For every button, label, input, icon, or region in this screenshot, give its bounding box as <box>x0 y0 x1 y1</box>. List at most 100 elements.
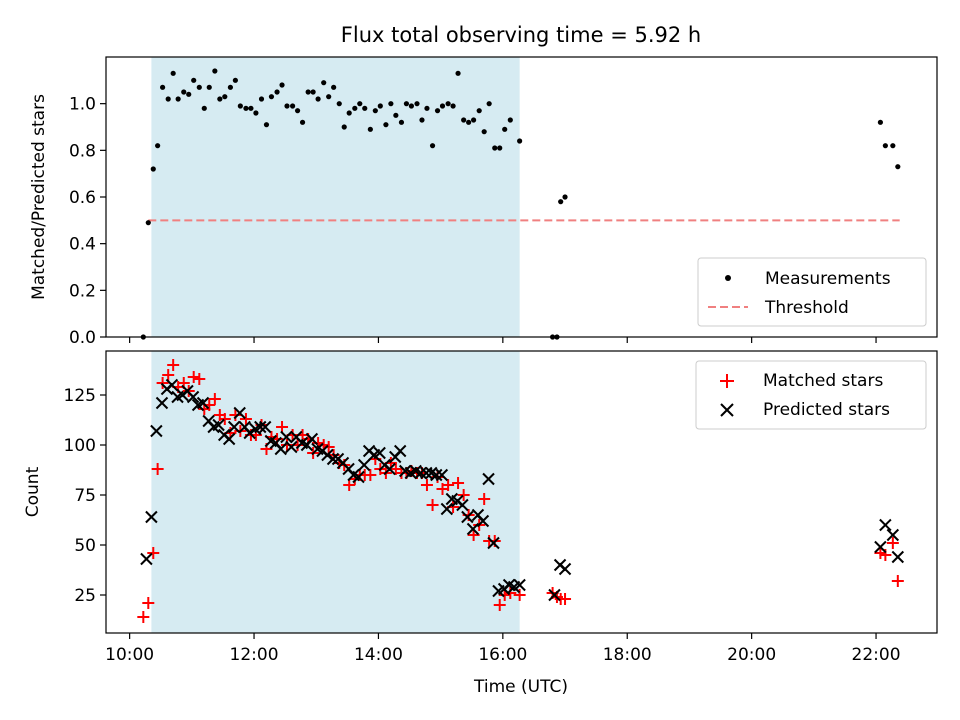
measurement-point <box>341 124 347 130</box>
predicted-star-point <box>886 528 900 542</box>
x-tick-label: 22:00 <box>852 645 901 665</box>
observing-window-shade <box>151 57 520 337</box>
predicted-star-point <box>227 420 241 434</box>
x-axis-ticks <box>129 337 877 343</box>
measurement-point <box>890 143 896 149</box>
y-tick-label: 25 <box>74 586 96 606</box>
predicted-star-point <box>440 502 454 516</box>
measurement-point <box>393 112 399 118</box>
matched-star-point <box>493 599 506 611</box>
measurement-point <box>336 101 342 107</box>
measurement-point <box>263 122 270 128</box>
measurement-point <box>212 68 218 74</box>
measurement-point <box>502 126 508 132</box>
x-tick-label: 14:00 <box>354 645 403 665</box>
measurement-point <box>331 84 337 90</box>
measurement-point <box>310 89 316 95</box>
measurement-point <box>377 103 383 109</box>
predicted-star-point <box>548 588 561 602</box>
legend-box-bottom <box>695 360 927 430</box>
predicted-star-point <box>285 440 298 454</box>
measurement-point <box>414 101 420 107</box>
measurement-point <box>372 108 378 114</box>
chart-title: Flux total observing time = 5.92 h <box>341 23 701 47</box>
predicted-star-point <box>140 552 153 566</box>
measurement-point <box>476 108 482 114</box>
measurement-point <box>315 96 321 102</box>
measurement-point <box>268 94 275 100</box>
predicted-star-point <box>394 444 407 458</box>
measurement-point <box>367 126 373 132</box>
predicted-star-point <box>243 426 256 440</box>
measurement-point <box>160 84 166 90</box>
measurement-point <box>170 70 176 76</box>
measurement-point <box>424 105 430 111</box>
predicted-star-point <box>891 550 905 564</box>
measurement-point <box>877 119 883 125</box>
matched-star-point <box>891 575 904 587</box>
legend-box <box>697 257 927 327</box>
matched-star-point <box>364 469 377 481</box>
predicted-star-point <box>456 498 469 512</box>
matched-star-point <box>137 611 150 623</box>
x-tick-label: 12:00 <box>230 645 279 665</box>
matched-star-point <box>442 479 455 491</box>
predicted-star-point <box>352 470 365 484</box>
predicted-star-point <box>874 540 887 554</box>
measurement-point <box>206 84 212 90</box>
predicted-star-point <box>254 420 267 434</box>
predicted-star-point <box>487 536 500 550</box>
legend-matched-marker <box>720 374 734 388</box>
predicted-star-point <box>879 518 892 532</box>
measurement-point <box>248 105 254 111</box>
measurement-point <box>181 89 187 95</box>
ratio-panel: 0.0 0.2 0.4 0.6 0.8 1.0 Matched/Predicted sta… <box>29 56 938 348</box>
time-x-axis-ticks: 10:00 12:00 14:00 16:00 18:00 20:00 22:00 <box>105 633 901 665</box>
measurement-point <box>481 129 487 135</box>
measurement-point <box>466 119 472 125</box>
count-legend: Matched stars Predicted stars <box>695 360 927 430</box>
measurement-point <box>445 101 451 107</box>
y-axis-ticks: 0.0 0.2 0.4 0.6 0.8 1.0 <box>69 95 106 348</box>
measurement-point <box>321 80 327 86</box>
matched-star-point <box>478 493 491 505</box>
legend-threshold-label: Threshold <box>764 298 849 318</box>
matched-star-point <box>229 409 242 421</box>
y-tick-label: 75 <box>74 486 96 506</box>
y-tick-label: 50 <box>74 536 96 556</box>
measurement-point <box>346 110 352 116</box>
count-axes-frame <box>105 350 938 634</box>
measurement-point <box>299 119 306 125</box>
matched-star-point <box>167 359 180 371</box>
matched-star-point <box>420 479 433 491</box>
measurement-point <box>258 96 265 102</box>
matched-star-point <box>452 477 465 489</box>
measurement-point <box>186 91 192 97</box>
measurement-point <box>450 103 456 109</box>
matched-star-point <box>193 373 206 385</box>
matched-star-point <box>513 589 526 601</box>
measurement-point <box>419 117 425 123</box>
matched-star-point <box>162 369 175 381</box>
measurement-point <box>562 194 568 200</box>
legend-predicted-label: Predicted stars <box>763 400 890 420</box>
measurement-point <box>175 96 181 102</box>
matched-star-point <box>156 377 169 389</box>
measurement-point <box>434 108 441 114</box>
matched-star-point <box>218 413 231 425</box>
measurement-point <box>145 220 151 226</box>
measurement-point <box>232 77 238 83</box>
measurement-point <box>201 105 207 111</box>
ratio-axes-frame <box>105 56 938 338</box>
predicted-star-point <box>305 432 319 446</box>
measurement-point <box>362 105 368 111</box>
measurement-point <box>486 101 492 107</box>
measurement-point <box>517 138 523 144</box>
measurement-point <box>222 94 228 100</box>
measurement-point <box>279 82 285 88</box>
predicted-star-point <box>414 466 427 480</box>
measurement-point <box>383 122 389 128</box>
ratio-y-axis-label: Matched/Predicted stars <box>29 94 49 300</box>
matched-star-point <box>147 547 160 559</box>
